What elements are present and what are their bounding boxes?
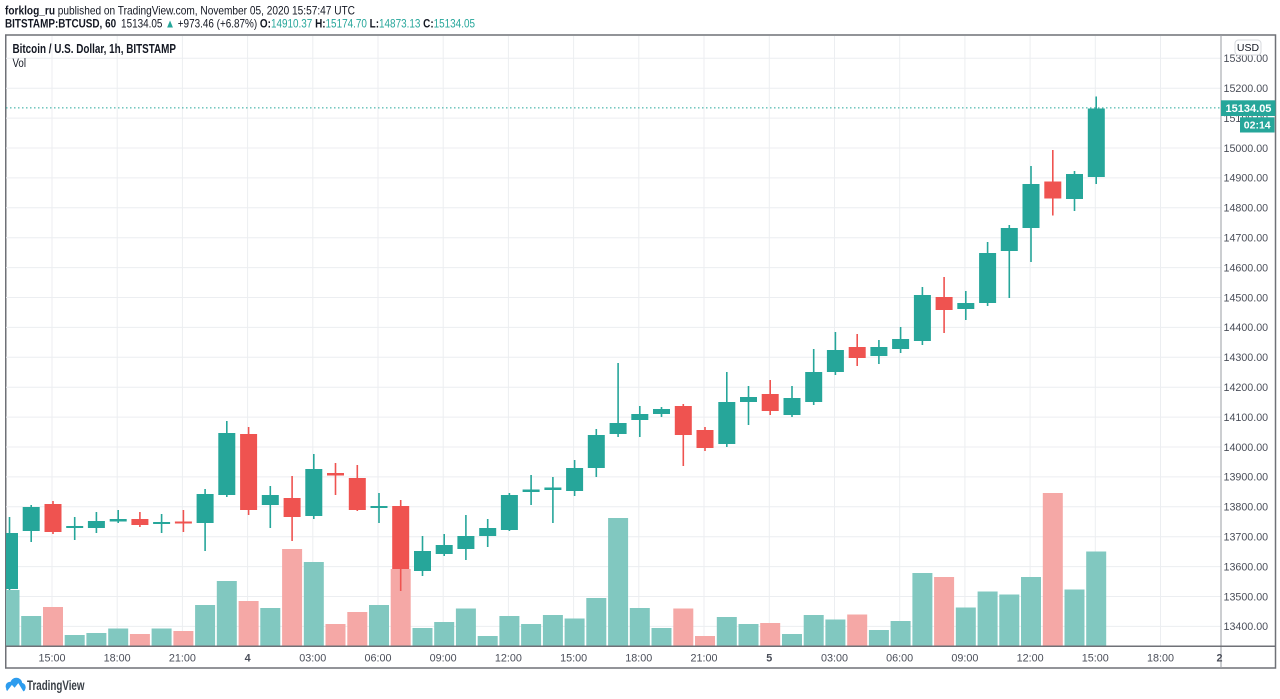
- svg-text:06:00: 06:00: [364, 652, 391, 664]
- svg-text:14300.00: 14300.00: [1224, 352, 1269, 364]
- svg-text:15300.00: 15300.00: [1224, 53, 1269, 65]
- svg-text:4: 4: [245, 652, 251, 664]
- svg-text:13800.00: 13800.00: [1224, 502, 1269, 514]
- svg-text:Vol: Vol: [13, 58, 27, 70]
- svg-text:02:14: 02:14: [1244, 120, 1271, 132]
- svg-text:09:00: 09:00: [951, 652, 978, 664]
- svg-text:Bitcoin / U.S. Dollar, 1h, BIT: Bitcoin / U.S. Dollar, 1h, BITSTAMP: [13, 42, 177, 56]
- svg-text:15200.00: 15200.00: [1224, 83, 1269, 95]
- svg-text:15000.00: 15000.00: [1224, 143, 1269, 155]
- svg-text:18:00: 18:00: [1147, 652, 1174, 664]
- svg-text:13600.00: 13600.00: [1224, 561, 1269, 573]
- svg-text:18:00: 18:00: [104, 652, 131, 664]
- svg-text:USD: USD: [1237, 42, 1260, 54]
- svg-text:14600.00: 14600.00: [1224, 262, 1269, 274]
- svg-text:forklog_ru published on Tradin: forklog_ru published on TradingView.com,…: [5, 4, 355, 18]
- svg-text:09:00: 09:00: [430, 652, 457, 664]
- svg-text:13700.00: 13700.00: [1224, 532, 1269, 544]
- svg-text:14100.00: 14100.00: [1224, 412, 1269, 424]
- svg-text:12:00: 12:00: [1017, 652, 1044, 664]
- svg-text:13400.00: 13400.00: [1224, 621, 1269, 633]
- svg-text:14700.00: 14700.00: [1224, 233, 1269, 245]
- svg-text:14900.00: 14900.00: [1224, 173, 1269, 185]
- svg-text:18:00: 18:00: [625, 652, 652, 664]
- svg-text:06:00: 06:00: [886, 652, 913, 664]
- svg-text:14000.00: 14000.00: [1224, 442, 1269, 454]
- svg-text:03:00: 03:00: [821, 652, 848, 664]
- svg-text:13900.00: 13900.00: [1224, 472, 1269, 484]
- svg-text:5: 5: [766, 652, 772, 664]
- svg-text:2: 2: [1216, 652, 1222, 664]
- svg-text:14200.00: 14200.00: [1224, 382, 1269, 394]
- svg-text:15:00: 15:00: [560, 652, 587, 664]
- svg-text:15134.05: 15134.05: [1226, 103, 1272, 115]
- svg-text:TradingView: TradingView: [27, 677, 85, 693]
- svg-text:15:00: 15:00: [38, 652, 65, 664]
- svg-text:03:00: 03:00: [299, 652, 326, 664]
- svg-text:15:00: 15:00: [1082, 652, 1109, 664]
- svg-text:14800.00: 14800.00: [1224, 203, 1269, 215]
- svg-text:21:00: 21:00: [169, 652, 196, 664]
- svg-text:12:00: 12:00: [495, 652, 522, 664]
- svg-text:14400.00: 14400.00: [1224, 322, 1269, 334]
- svg-text:BITSTAMP:BTCUSD, 60 15134.05 ▲: BITSTAMP:BTCUSD, 60 15134.05 ▲ +973.46 (…: [5, 17, 475, 31]
- svg-text:14500.00: 14500.00: [1224, 292, 1269, 304]
- svg-text:21:00: 21:00: [690, 652, 717, 664]
- svg-text:13500.00: 13500.00: [1224, 591, 1269, 603]
